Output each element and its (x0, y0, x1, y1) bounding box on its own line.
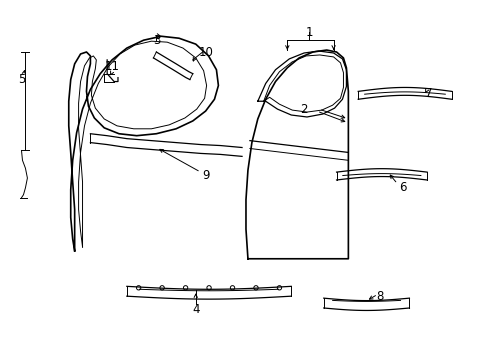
Text: 2: 2 (300, 103, 307, 116)
Text: 5: 5 (18, 73, 25, 86)
Text: 7: 7 (425, 87, 432, 100)
Text: 9: 9 (202, 168, 209, 181)
Text: 4: 4 (192, 303, 199, 316)
Text: 8: 8 (375, 290, 383, 303)
Text: 3: 3 (152, 34, 160, 47)
Text: 11: 11 (104, 60, 120, 73)
Text: 10: 10 (198, 45, 213, 59)
Text: 1: 1 (305, 26, 312, 39)
Text: 6: 6 (398, 181, 406, 194)
